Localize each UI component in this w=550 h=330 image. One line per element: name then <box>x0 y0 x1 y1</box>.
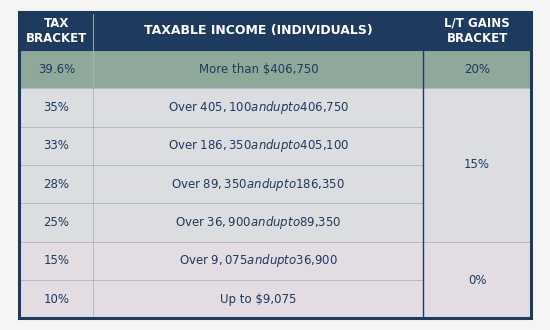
Bar <box>94 280 424 318</box>
Bar <box>94 88 424 127</box>
Text: Over $89,350 and up to $186,350: Over $89,350 and up to $186,350 <box>172 176 345 193</box>
Bar <box>94 203 424 242</box>
Bar <box>94 50 424 88</box>
Bar <box>94 127 424 165</box>
Bar <box>19 12 94 50</box>
Bar <box>94 12 424 50</box>
Text: 28%: 28% <box>43 178 69 191</box>
Text: 15%: 15% <box>43 254 69 267</box>
Bar <box>19 88 94 127</box>
Text: 0%: 0% <box>468 274 486 286</box>
Text: Over $405,100 and up to $406,750: Over $405,100 and up to $406,750 <box>168 99 349 116</box>
Bar <box>19 280 94 318</box>
Text: 15%: 15% <box>464 158 490 172</box>
Text: 25%: 25% <box>43 216 69 229</box>
Bar <box>424 50 531 88</box>
Bar <box>19 203 94 242</box>
Text: TAX
BRACKET: TAX BRACKET <box>26 17 87 45</box>
Text: 33%: 33% <box>43 139 69 152</box>
Bar <box>424 242 531 318</box>
Text: Over $186,350 and up to $405,100: Over $186,350 and up to $405,100 <box>168 137 349 154</box>
Bar <box>19 165 94 203</box>
Bar <box>19 242 94 280</box>
Text: 35%: 35% <box>43 101 69 114</box>
Bar <box>19 50 94 88</box>
Bar <box>424 12 531 50</box>
Text: 10%: 10% <box>43 293 69 306</box>
Text: L/T GAINS
BRACKET: L/T GAINS BRACKET <box>444 17 510 45</box>
Text: Up to $9,075: Up to $9,075 <box>220 293 296 306</box>
Text: More than $406,750: More than $406,750 <box>199 63 318 76</box>
Text: 39.6%: 39.6% <box>38 63 75 76</box>
Bar <box>19 127 94 165</box>
Bar <box>94 165 424 203</box>
Text: Over $9,075 and up to $36,900: Over $9,075 and up to $36,900 <box>179 252 338 269</box>
Bar <box>424 88 531 242</box>
Text: 20%: 20% <box>464 63 490 76</box>
Text: TAXABLE INCOME (INDIVIDUALS): TAXABLE INCOME (INDIVIDUALS) <box>144 24 373 37</box>
Text: Over $36,900 and up to $89,350: Over $36,900 and up to $89,350 <box>175 214 342 231</box>
Bar <box>94 242 424 280</box>
